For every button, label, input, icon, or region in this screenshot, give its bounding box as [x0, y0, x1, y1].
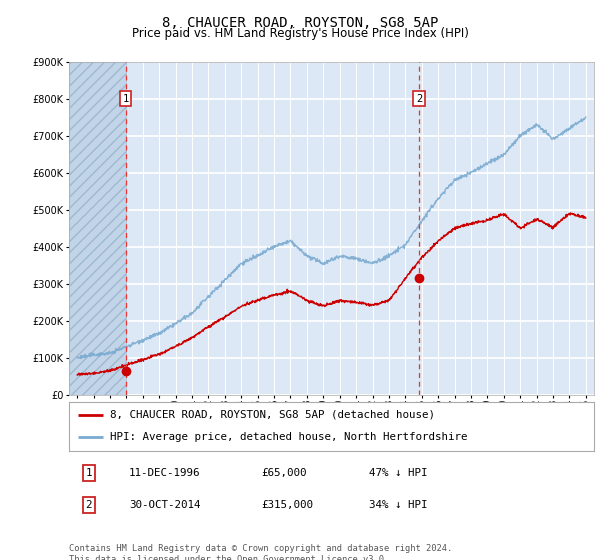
Text: £315,000: £315,000 [261, 500, 313, 510]
Text: 30-OCT-2014: 30-OCT-2014 [129, 500, 200, 510]
Text: 2: 2 [86, 500, 92, 510]
Text: 1: 1 [122, 94, 129, 104]
Text: 11-DEC-1996: 11-DEC-1996 [129, 468, 200, 478]
Text: 47% ↓ HPI: 47% ↓ HPI [369, 468, 427, 478]
Text: 8, CHAUCER ROAD, ROYSTON, SG8 5AP: 8, CHAUCER ROAD, ROYSTON, SG8 5AP [162, 16, 438, 30]
Text: 2: 2 [416, 94, 422, 104]
Text: 34% ↓ HPI: 34% ↓ HPI [369, 500, 427, 510]
Text: 8, CHAUCER ROAD, ROYSTON, SG8 5AP (detached house): 8, CHAUCER ROAD, ROYSTON, SG8 5AP (detac… [110, 410, 435, 420]
Text: Contains HM Land Registry data © Crown copyright and database right 2024.
This d: Contains HM Land Registry data © Crown c… [69, 544, 452, 560]
Text: Price paid vs. HM Land Registry's House Price Index (HPI): Price paid vs. HM Land Registry's House … [131, 27, 469, 40]
Text: 1: 1 [86, 468, 92, 478]
Bar [69, 62, 125, 395]
Text: £65,000: £65,000 [261, 468, 307, 478]
Text: HPI: Average price, detached house, North Hertfordshire: HPI: Average price, detached house, Nort… [110, 432, 467, 442]
